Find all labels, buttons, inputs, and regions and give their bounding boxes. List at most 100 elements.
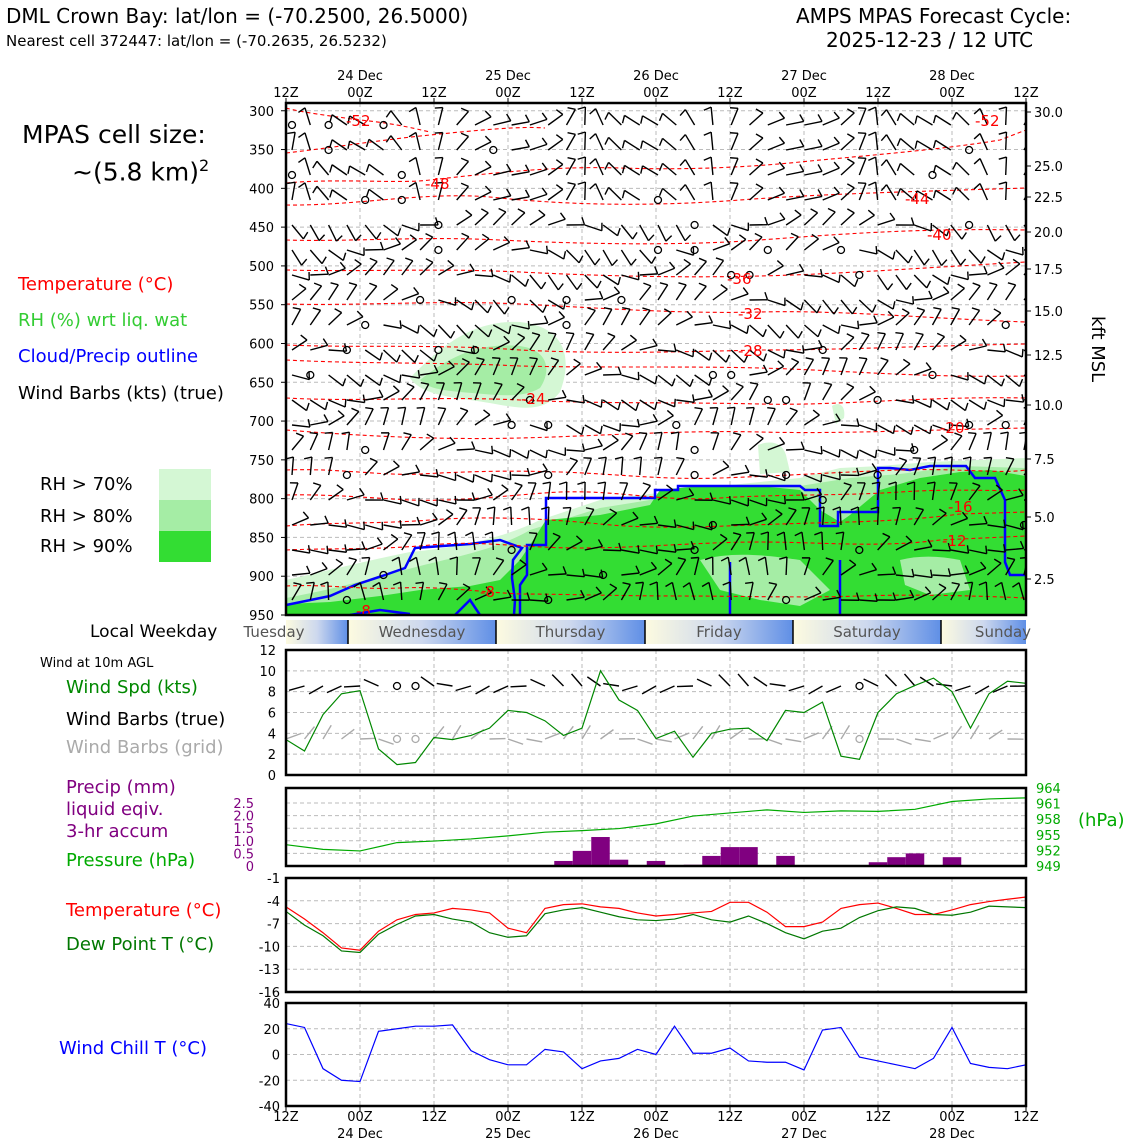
wind-barb-flag — [1012, 258, 1021, 265]
wind-barb-flag — [911, 395, 915, 404]
legend-barbs: Wind Barbs (kts) (true) — [18, 383, 224, 404]
wind-barb-shaft — [304, 132, 311, 151]
wind-barb-shaft — [822, 384, 833, 401]
wind-barb-flag — [701, 581, 710, 588]
wind-barb-shaft — [438, 299, 456, 306]
wind-barb-shaft — [932, 439, 948, 451]
date-label: 24 Dec — [337, 69, 383, 84]
pressure-tick-label: 800 — [249, 493, 274, 508]
wind-barb-shaft — [639, 457, 643, 476]
wind-barb-shaft — [1005, 156, 1008, 176]
wind-barb-flag — [694, 407, 703, 410]
grid-wind-barb — [544, 732, 561, 740]
wind-barb-flag — [998, 106, 1007, 110]
wind-barb-shaft — [710, 182, 714, 201]
wind-barb — [718, 674, 731, 687]
wind-barb-flag — [998, 181, 1007, 185]
kft-tick-label: 12.5 — [1034, 349, 1063, 364]
wind-barb-shaft — [859, 424, 877, 432]
pressure-tick-label: 500 — [249, 260, 274, 275]
wind-barb-shaft — [1005, 547, 1024, 551]
wind-barb — [363, 678, 379, 687]
wind-barb-flag — [414, 354, 419, 363]
wind-barb-flag — [896, 188, 902, 197]
wind-barb-flag — [354, 258, 362, 265]
temp-label: -52 — [975, 112, 1000, 130]
wind-barb-shaft — [968, 457, 972, 476]
wind-barb-flag — [408, 106, 417, 113]
wind-barb-flag — [658, 163, 664, 172]
wind-barb-shaft — [986, 457, 993, 476]
wind-barb-shaft — [710, 132, 714, 151]
calm-wind-circle — [434, 245, 443, 255]
wind-barb-flag — [526, 592, 531, 601]
wind-barb-flag — [856, 418, 860, 427]
wind-barb-shaft — [603, 549, 622, 552]
wind-barb-shaft — [584, 181, 587, 201]
wind-barb-shaft — [594, 133, 604, 151]
wind-barb-flag — [912, 296, 915, 305]
calm-wind-circle — [672, 420, 681, 430]
wind-barb-shaft — [1000, 582, 1007, 601]
wind-barb-flag — [359, 487, 365, 496]
wind-barb-shaft — [438, 366, 455, 376]
wind-barb-flag — [324, 456, 333, 459]
wind-barb-shaft — [602, 457, 607, 476]
wind-barb-flag — [880, 134, 888, 142]
wind-barb-shaft — [730, 158, 739, 176]
grid-wind-barb — [526, 738, 543, 743]
wind-barb-flag — [399, 320, 402, 329]
date-label: 25 Dec — [485, 69, 531, 84]
wind-barb-flag — [433, 328, 438, 337]
wind-barb-flag — [616, 227, 621, 236]
wind-barb-shaft — [584, 297, 603, 301]
kft-tick-label: 25.0 — [1034, 160, 1063, 175]
wind-barb-shaft — [584, 399, 602, 408]
wind-barb-shaft — [602, 224, 618, 237]
wind-barb-shaft — [1005, 131, 1008, 151]
wind-barb-shaft — [364, 224, 377, 240]
wind-barb-shaft — [529, 299, 544, 313]
wind-barb — [510, 685, 527, 688]
calm-wind-circle — [324, 145, 333, 155]
wind-barb-flag — [857, 132, 866, 134]
wind-barb-shaft — [456, 269, 475, 276]
wind-barb-flag — [342, 252, 347, 261]
wind-barb-flag — [365, 407, 374, 410]
wind-barb-shaft — [401, 349, 416, 363]
wind-barb-flag — [298, 283, 307, 290]
wind-barb-flag — [722, 581, 731, 586]
legend-rh80-swatch — [159, 500, 211, 531]
wind-barb-shaft — [712, 260, 725, 276]
wind-barb-shaft — [767, 218, 786, 226]
legend-precip-liquid: liquid eqiv. — [66, 799, 164, 820]
wind-barb-flag — [1038, 389, 1042, 396]
wind-barb-flag — [471, 302, 475, 311]
wind-barb-flag — [454, 495, 457, 505]
wind-barb-flag — [557, 283, 564, 291]
wind-barb-shaft — [584, 106, 587, 126]
wind-barb-flag — [671, 378, 676, 387]
wind-barb-flag — [871, 562, 878, 571]
wind-barb-shaft — [438, 265, 455, 276]
wind-barb-flag — [728, 320, 732, 329]
calm-wind-circle — [379, 570, 388, 580]
wind-barb-flag — [983, 456, 992, 459]
wind-barb-flag — [735, 382, 744, 388]
wind-barb-shaft — [309, 399, 326, 411]
wind-barb-flag — [873, 315, 878, 324]
wind-barb-flag — [832, 506, 841, 511]
wind-barb-shaft — [304, 157, 311, 176]
wind-barb-flag — [880, 357, 889, 362]
wind-barb-shaft — [602, 274, 619, 286]
wind-barb-flag — [707, 389, 713, 397]
wind-barb-shaft — [767, 117, 785, 126]
wind-barb-shaft — [749, 324, 764, 338]
wind-barb-flag — [609, 583, 618, 589]
wind-barb-shaft — [565, 183, 576, 201]
wind-barb-shaft — [899, 137, 915, 151]
wind-barb-shaft — [474, 191, 492, 201]
wind-barb-flag — [460, 182, 469, 188]
wind-barb-flag — [833, 307, 839, 315]
